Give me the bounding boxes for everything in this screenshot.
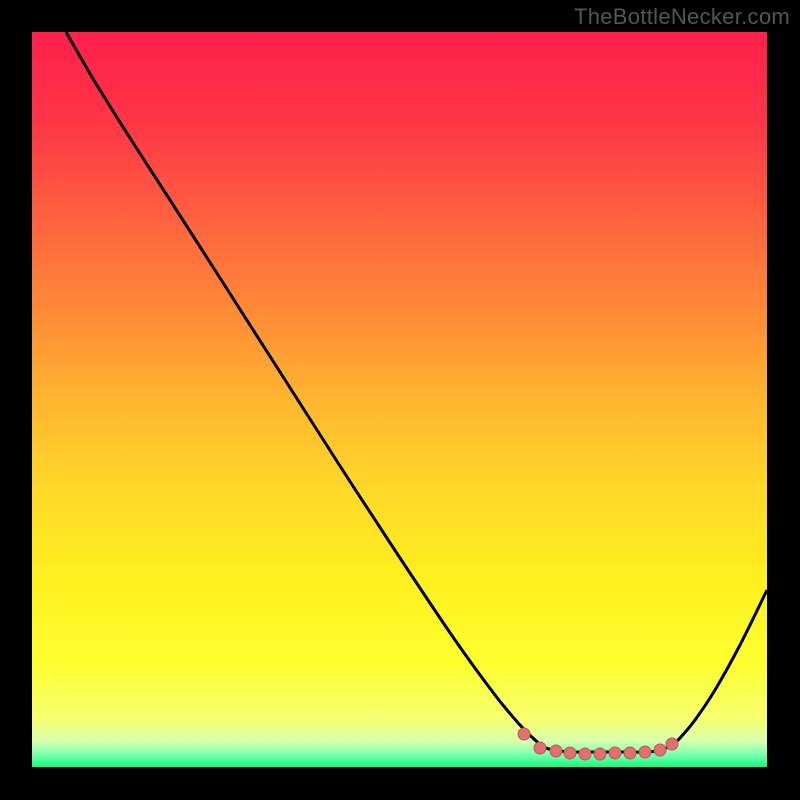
gradient-plot — [0, 32, 800, 767]
bottleneck-chart: TheBottleNecker.com — [0, 0, 800, 800]
watermark-label: TheBottleNecker.com — [574, 4, 790, 30]
right-border — [767, 32, 800, 767]
bottom-border — [0, 767, 800, 800]
left-border — [0, 32, 32, 767]
